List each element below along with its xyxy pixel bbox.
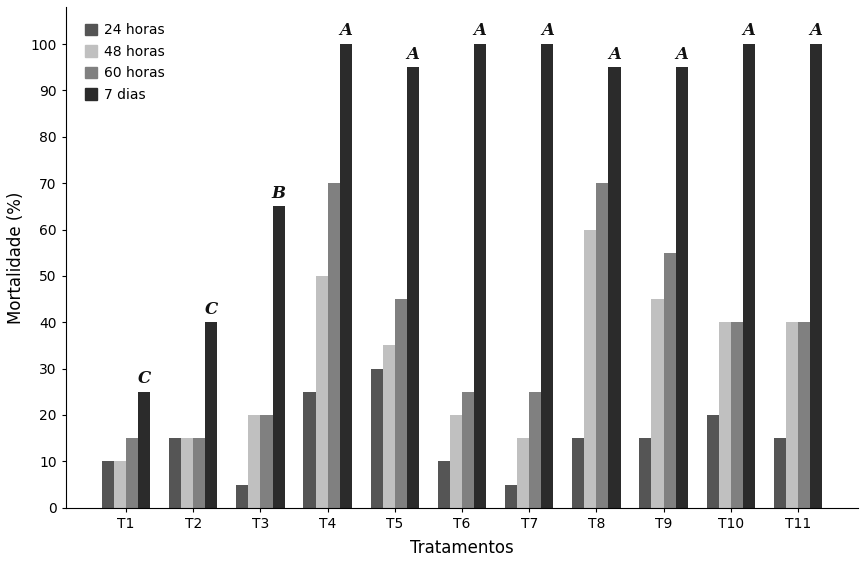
Text: A: A (339, 23, 352, 39)
Bar (328, 183, 340, 508)
Y-axis label: Mortalidade (%): Mortalidade (%) (7, 191, 25, 324)
Bar (639, 438, 651, 508)
Bar (205, 322, 217, 508)
Text: A: A (676, 46, 688, 63)
Bar (596, 183, 608, 508)
Bar (394, 299, 407, 508)
Bar (316, 276, 328, 508)
Bar (382, 345, 394, 508)
Bar (236, 484, 248, 508)
Bar (450, 415, 462, 508)
Bar (743, 44, 755, 508)
Bar (773, 438, 785, 508)
Bar (370, 369, 382, 508)
Bar (474, 44, 486, 508)
Bar (663, 253, 676, 508)
X-axis label: Tratamentos: Tratamentos (410, 539, 514, 557)
Bar (340, 44, 352, 508)
Bar (438, 461, 450, 508)
Bar (193, 438, 205, 508)
Text: A: A (541, 23, 554, 39)
Bar (798, 322, 810, 508)
Bar (676, 67, 688, 508)
Bar (126, 438, 138, 508)
Bar (608, 67, 620, 508)
Bar (529, 392, 541, 508)
Legend: 24 horas, 48 horas, 60 horas, 7 dias: 24 horas, 48 horas, 60 horas, 7 dias (80, 19, 170, 106)
Bar (541, 44, 554, 508)
Text: A: A (407, 46, 420, 63)
Bar (810, 44, 822, 508)
Bar (505, 484, 517, 508)
Bar (181, 438, 193, 508)
Bar (407, 67, 419, 508)
Bar (517, 438, 529, 508)
Text: C: C (205, 301, 218, 318)
Bar (114, 461, 126, 508)
Bar (304, 392, 316, 508)
Bar (785, 322, 798, 508)
Text: B: B (272, 184, 285, 202)
Text: A: A (742, 23, 755, 39)
Bar (248, 415, 260, 508)
Text: A: A (474, 23, 486, 39)
Bar (719, 322, 731, 508)
Bar (272, 206, 285, 508)
Bar (707, 415, 719, 508)
Bar (462, 392, 474, 508)
Bar (572, 438, 584, 508)
Bar (102, 461, 114, 508)
Bar (731, 322, 743, 508)
Bar (169, 438, 181, 508)
Bar (584, 230, 596, 508)
Bar (651, 299, 663, 508)
Bar (260, 415, 272, 508)
Text: A: A (810, 23, 823, 39)
Bar (138, 392, 151, 508)
Text: C: C (138, 370, 151, 387)
Text: A: A (608, 46, 621, 63)
